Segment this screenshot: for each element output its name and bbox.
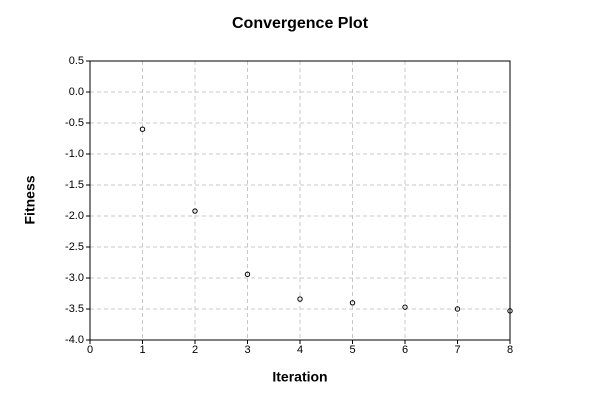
point bbox=[297, 296, 303, 302]
point bbox=[507, 308, 513, 314]
plot-frame bbox=[89, 60, 511, 341]
y-tick-label: -2.0 bbox=[65, 210, 84, 222]
chart-title: Convergence Plot bbox=[232, 15, 369, 32]
y-axis-title: Fitness bbox=[22, 175, 38, 224]
y-tick-label: -3.0 bbox=[65, 272, 84, 284]
y-tick-label: -0.5 bbox=[65, 117, 84, 129]
x-tick-label: 0 bbox=[87, 344, 93, 356]
x-tick-label: 5 bbox=[349, 344, 355, 356]
y-tick-label: -2.5 bbox=[65, 241, 84, 253]
x-tick-label: 8 bbox=[507, 344, 513, 356]
y-tick-label: -3.5 bbox=[65, 303, 84, 315]
y-tick-label: 0.5 bbox=[69, 55, 84, 67]
x-tick-label: 2 bbox=[192, 344, 198, 356]
point bbox=[349, 300, 356, 306]
x-tick-label: 6 bbox=[402, 344, 408, 356]
x-tick-label: 3 bbox=[244, 344, 250, 356]
point bbox=[192, 208, 198, 214]
point bbox=[402, 304, 408, 310]
y-tick-label: 0.0 bbox=[69, 86, 84, 98]
y-tick-label: -1.0 bbox=[65, 148, 84, 160]
x-tick-label: 4 bbox=[297, 344, 303, 356]
point bbox=[454, 306, 461, 312]
x-tick-label: 7 bbox=[454, 344, 460, 356]
point bbox=[244, 271, 251, 277]
x-tick-label: 1 bbox=[139, 344, 145, 356]
y-tick-label: -1.5 bbox=[65, 179, 84, 191]
x-axis-title: Iteration bbox=[272, 369, 327, 385]
point bbox=[139, 126, 146, 132]
y-tick-label: -4.0 bbox=[65, 334, 84, 346]
